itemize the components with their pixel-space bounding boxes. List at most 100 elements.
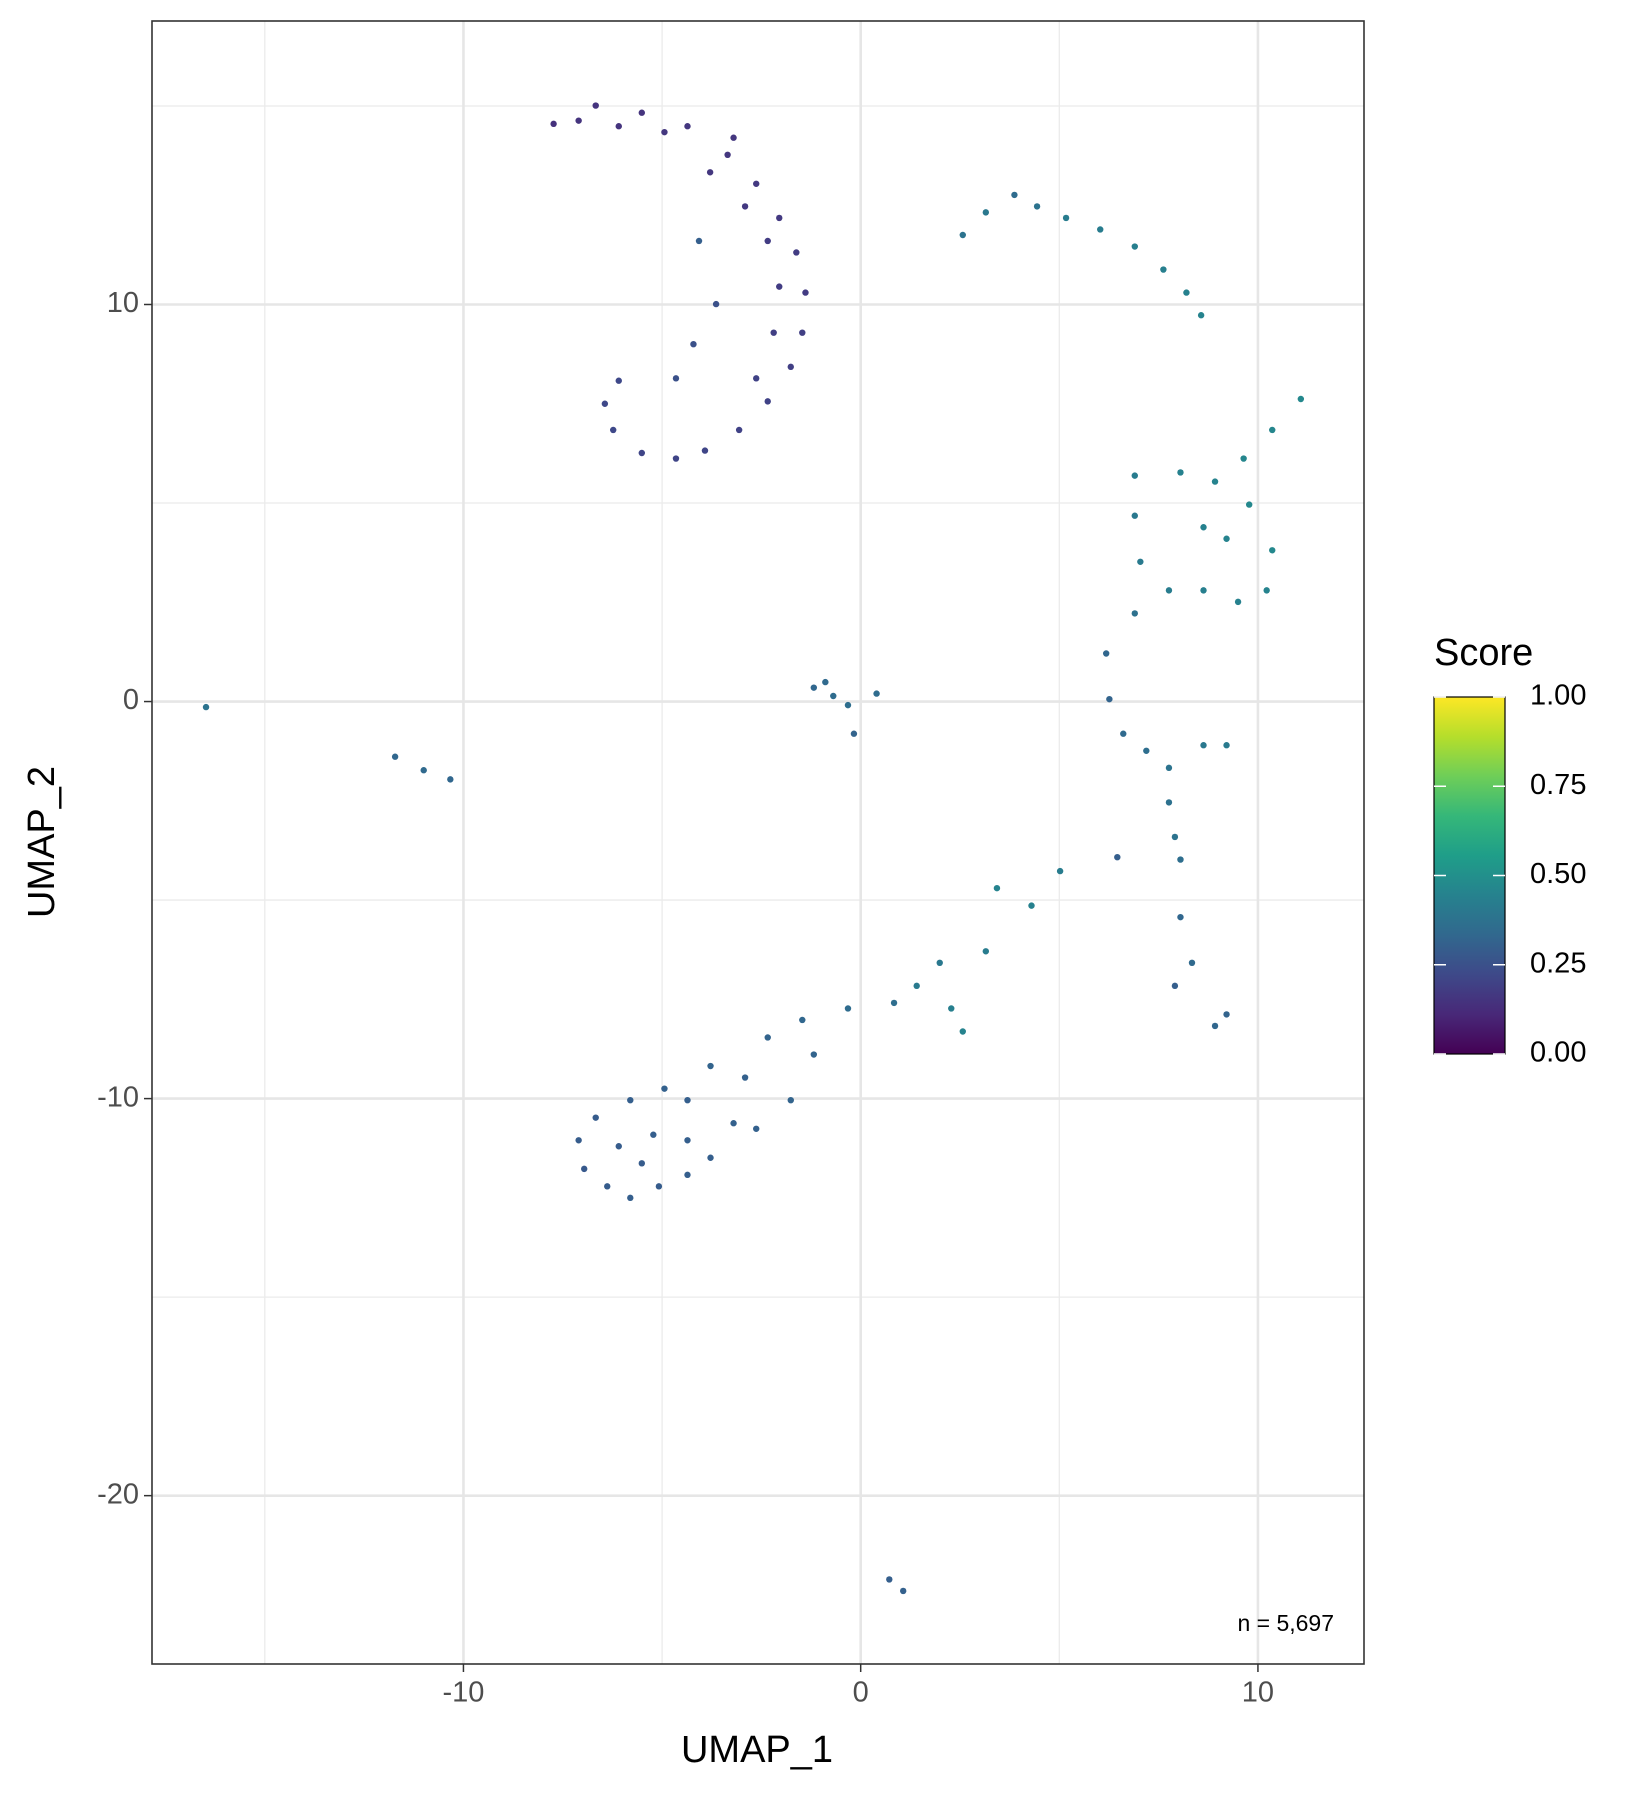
point (627, 1194, 634, 1202)
point (684, 1171, 691, 1179)
point (706, 169, 714, 176)
point (1120, 730, 1127, 737)
y-tick-label: -20 (97, 1478, 139, 1510)
colorbar-tick-label: 0.25 (1530, 947, 1586, 979)
point (650, 1131, 657, 1138)
point (707, 1062, 714, 1070)
point (799, 329, 806, 336)
point (822, 678, 829, 686)
point (1137, 558, 1144, 565)
point (1177, 856, 1184, 863)
point (592, 1114, 599, 1121)
point (615, 377, 622, 384)
point (712, 300, 720, 308)
point (575, 1137, 582, 1144)
point (601, 400, 609, 407)
point (890, 999, 898, 1007)
point (1223, 1011, 1230, 1018)
point (1165, 587, 1173, 594)
point (592, 102, 599, 109)
point (1197, 312, 1205, 319)
point (844, 1005, 852, 1012)
point (1114, 853, 1121, 861)
x-axis-title: UMAP_1 (681, 1729, 833, 1771)
y-tick-label: 0 (123, 684, 139, 716)
point (550, 120, 557, 128)
point (1200, 524, 1207, 531)
plot-background (152, 21, 1364, 1664)
point (638, 109, 646, 116)
point (886, 1576, 893, 1583)
point (764, 1034, 771, 1041)
point (764, 398, 771, 405)
point (1177, 469, 1184, 476)
point (575, 117, 582, 124)
point (730, 1120, 737, 1127)
point (830, 692, 837, 700)
point (1131, 243, 1138, 250)
point (850, 730, 858, 737)
colorbar-tick-label: 1.00 (1530, 680, 1586, 712)
point (1263, 587, 1270, 594)
point (948, 1005, 955, 1012)
point (1171, 833, 1179, 841)
point (447, 776, 454, 783)
point (672, 455, 680, 462)
point (770, 329, 777, 336)
point (638, 449, 646, 457)
y-tick-label: 10 (107, 287, 139, 319)
point (753, 375, 760, 382)
point (604, 1183, 611, 1190)
point (391, 753, 399, 760)
y-axis-title: UMAP_2 (21, 766, 63, 918)
point (581, 1165, 588, 1173)
point (1200, 742, 1207, 749)
point (1240, 455, 1247, 462)
point (787, 363, 794, 371)
point (724, 151, 731, 159)
point (655, 1183, 663, 1190)
point (1028, 902, 1035, 909)
annotation: n = 5,697 (1237, 1610, 1334, 1636)
point (776, 214, 783, 222)
point (615, 1143, 622, 1150)
point (672, 375, 680, 382)
point (764, 237, 771, 245)
point (1297, 395, 1305, 403)
point (1056, 867, 1064, 875)
point (1131, 472, 1138, 479)
point (1211, 1022, 1219, 1030)
x-tick-label: 0 (853, 1677, 869, 1709)
point (730, 134, 737, 141)
y-tick-label: -10 (97, 1081, 139, 1113)
point (1033, 203, 1041, 210)
point (753, 1125, 760, 1132)
colorbar-tick-label: 0.75 (1530, 769, 1586, 801)
point (810, 684, 818, 691)
point (707, 1154, 714, 1161)
point (684, 123, 691, 130)
point (627, 1096, 634, 1104)
point (1269, 547, 1276, 554)
point (684, 1137, 691, 1144)
point (638, 1160, 646, 1167)
point (741, 203, 749, 210)
point (959, 1028, 966, 1035)
point (1171, 982, 1179, 990)
point (684, 1096, 691, 1104)
point (810, 1051, 818, 1058)
plot-border (151, 20, 1365, 1665)
point (1211, 478, 1219, 485)
point (1143, 747, 1150, 754)
point (741, 1074, 749, 1081)
point (873, 690, 880, 697)
point (959, 231, 966, 239)
point (1200, 587, 1207, 594)
point (1165, 799, 1173, 806)
point (913, 982, 920, 990)
colorbar-tick-label: 0.50 (1530, 858, 1586, 890)
point (1177, 913, 1184, 921)
point (753, 180, 760, 187)
point (993, 884, 1001, 892)
point (1131, 512, 1138, 519)
